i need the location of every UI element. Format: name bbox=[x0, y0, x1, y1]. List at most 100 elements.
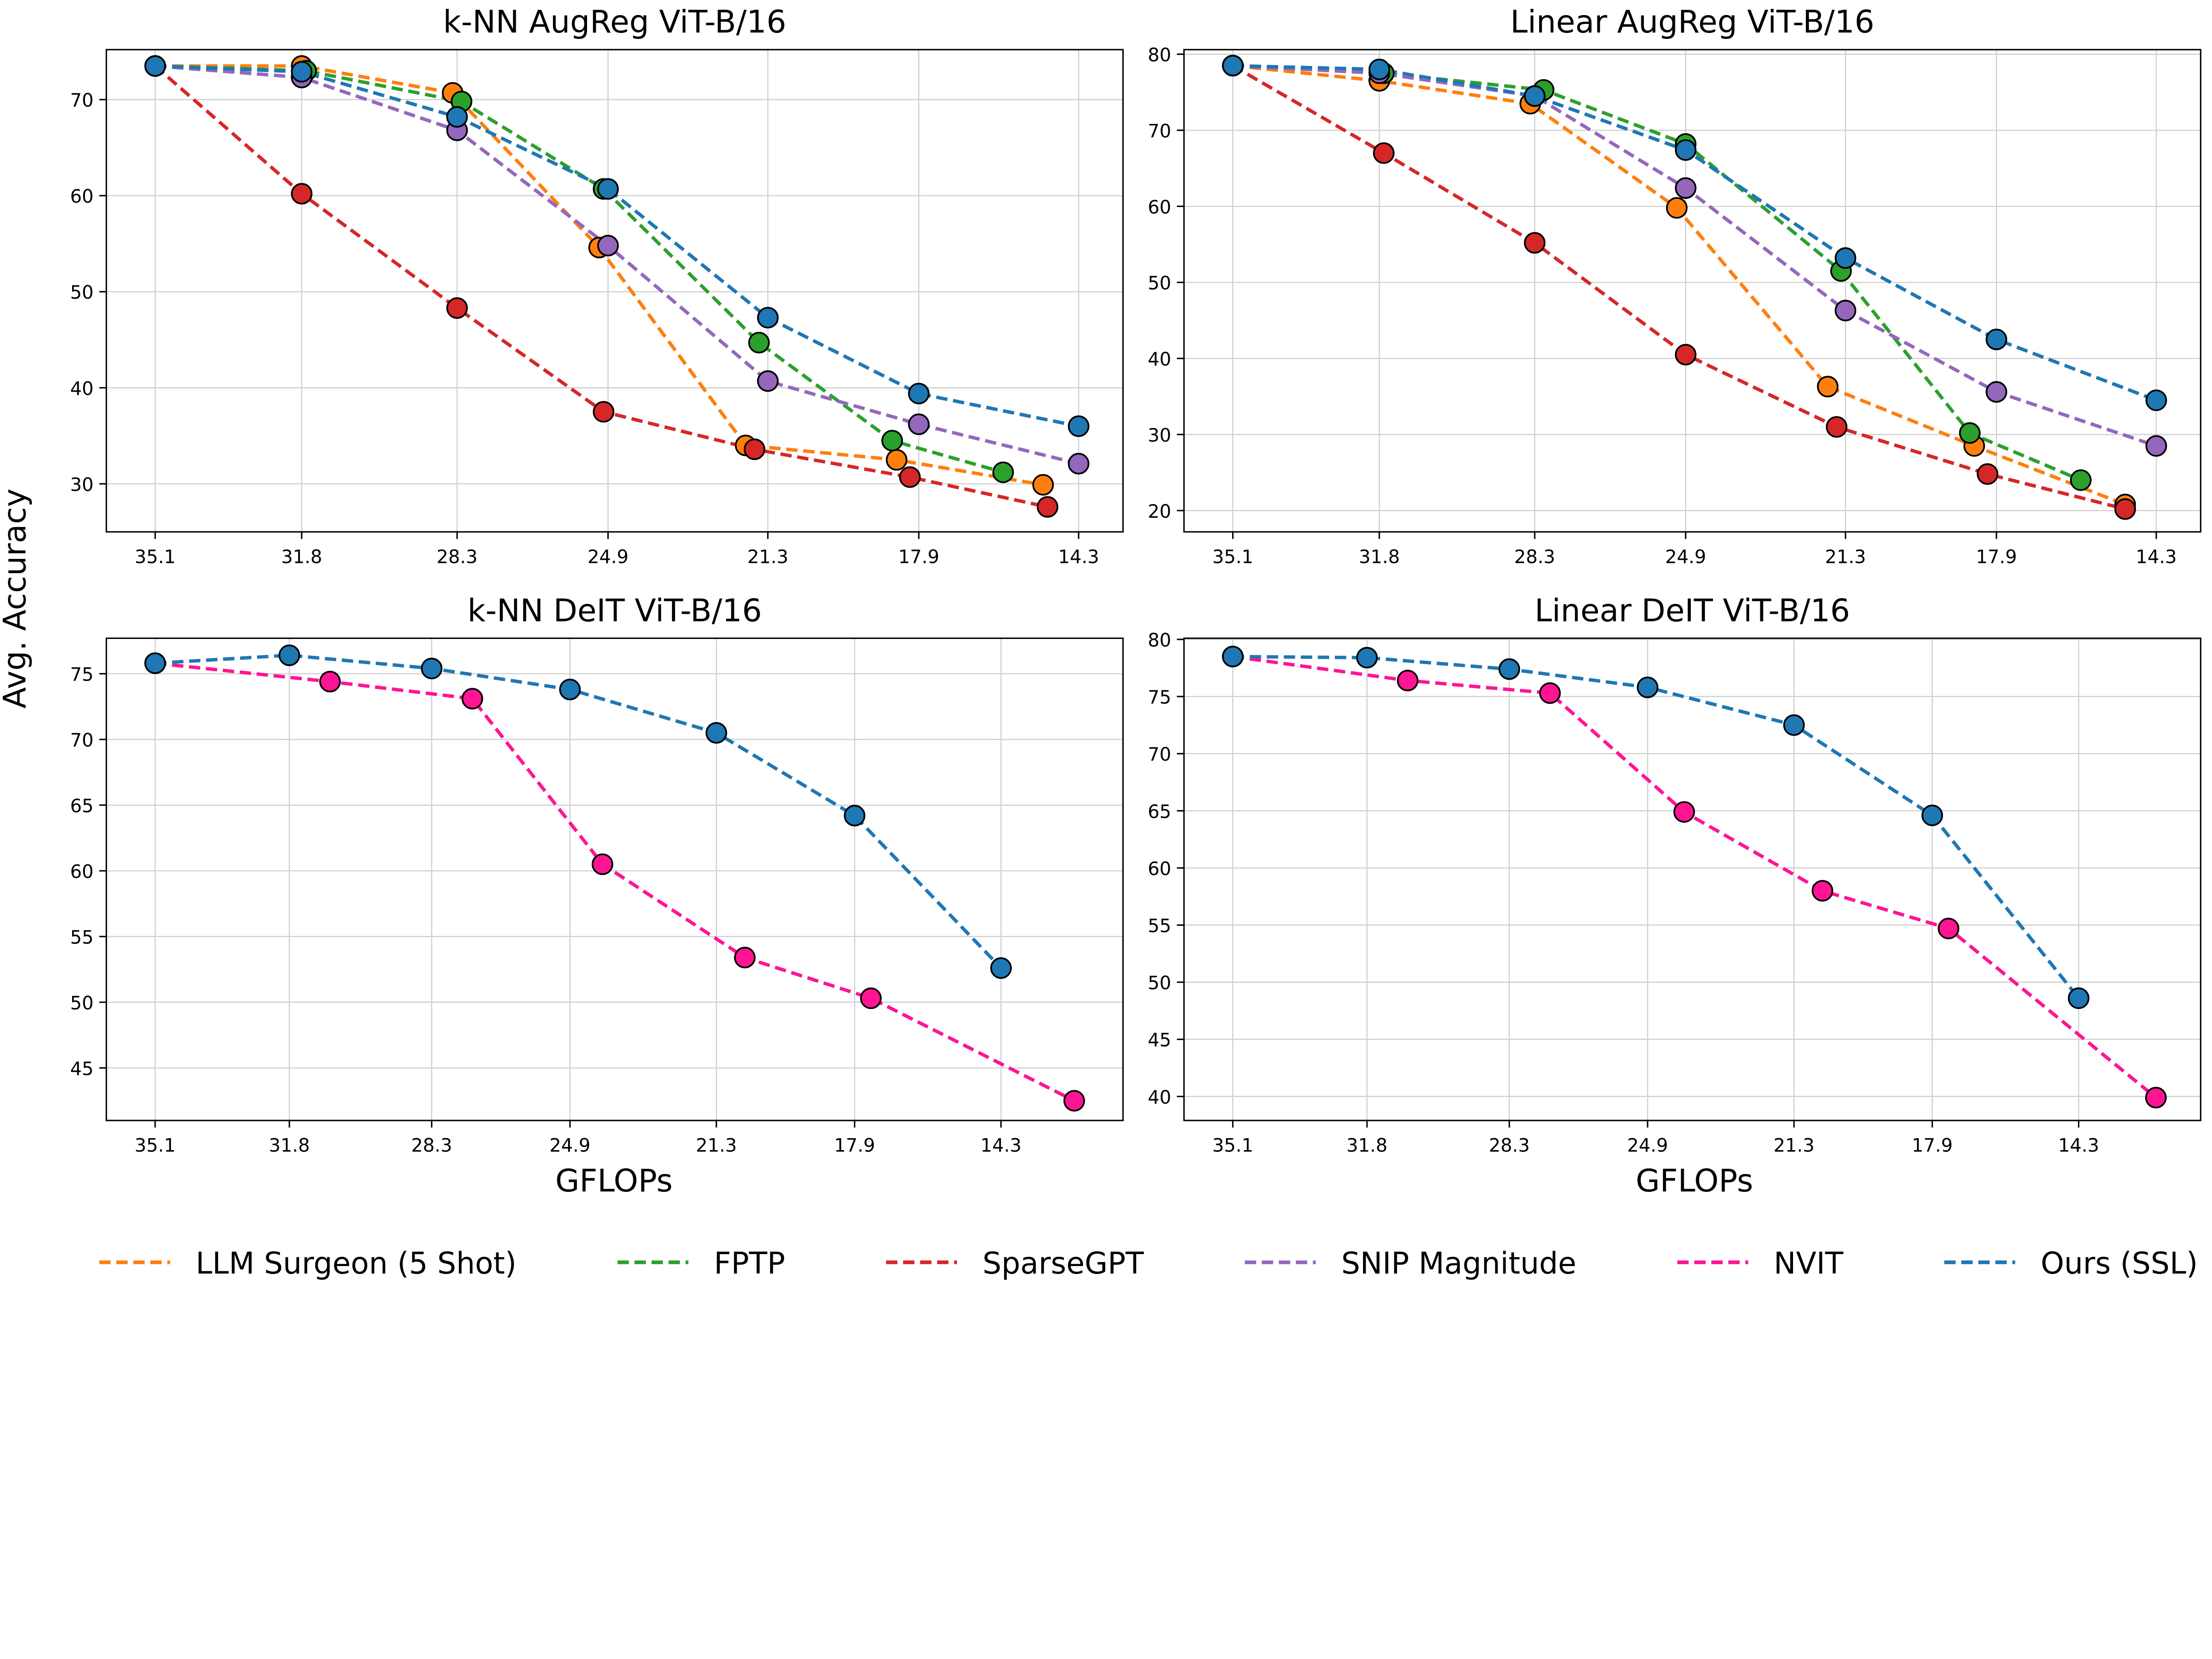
data-point bbox=[1373, 142, 1395, 164]
data-point bbox=[1673, 801, 1695, 823]
y-tick-label: 40 bbox=[1148, 348, 1171, 370]
x-tick-label: 35.1 bbox=[134, 546, 176, 567]
chart-title: Linear DeIT ViT-B/16 bbox=[1535, 593, 1850, 629]
chart-panel-3: 35.1 31.8 28.3 24.9 21.3 17.9 14.3 45 50 55 60 65 70… bbox=[70, 593, 1124, 1156]
data-point bbox=[1636, 676, 1659, 698]
data-point bbox=[1938, 917, 1959, 939]
series-line bbox=[1233, 654, 2157, 1099]
y-tick-label: 50 bbox=[1148, 972, 1171, 994]
y-tick-label: 30 bbox=[70, 473, 94, 495]
x-tick-label: 35.1 bbox=[1212, 1135, 1253, 1156]
legend-label: LLM Surgeon (5 Shot) bbox=[196, 1246, 516, 1281]
data-point bbox=[860, 987, 882, 1009]
y-tick-label: 60 bbox=[1148, 196, 1171, 218]
data-point bbox=[1368, 58, 1390, 81]
data-point bbox=[1674, 344, 1697, 366]
series-line bbox=[1233, 64, 2082, 482]
y-tick-label: 70 bbox=[70, 89, 94, 111]
x-tick-label: 17.9 bbox=[1976, 546, 2017, 567]
data-point bbox=[1037, 496, 1059, 518]
y-tick-label: 30 bbox=[1148, 424, 1171, 446]
x-axis-label-right: GFLOPs bbox=[1636, 1162, 1753, 1199]
data-point bbox=[446, 106, 468, 128]
x-tick-label: 14.3 bbox=[2058, 1135, 2099, 1156]
x-tick-label: 24.9 bbox=[588, 546, 629, 567]
legend-label: FPTP bbox=[714, 1246, 785, 1281]
data-point bbox=[886, 449, 908, 471]
data-point bbox=[1674, 139, 1697, 161]
x-axis-label-left: GFLOPs bbox=[555, 1162, 672, 1199]
data-point bbox=[421, 658, 443, 679]
data-point bbox=[592, 401, 614, 423]
data-point bbox=[1812, 880, 1833, 902]
y-tick-label: 60 bbox=[70, 861, 94, 882]
x-tick-label: 21.3 bbox=[1825, 546, 1866, 567]
data-point bbox=[1222, 54, 1244, 77]
data-point bbox=[1498, 658, 1521, 680]
data-point bbox=[1068, 453, 1090, 475]
series-line bbox=[155, 653, 1002, 970]
data-point bbox=[908, 413, 930, 435]
data-point bbox=[1524, 232, 1546, 254]
x-tick-label: 31.8 bbox=[1359, 546, 1400, 567]
data-point bbox=[1835, 247, 1856, 269]
y-tick-label: 80 bbox=[1148, 629, 1171, 651]
axes-frame bbox=[1183, 637, 2201, 1121]
data-point bbox=[992, 461, 1014, 483]
chart-title: k-NN AugReg ViT-B/16 bbox=[443, 4, 787, 40]
data-point bbox=[2145, 389, 2167, 411]
y-tick-label: 40 bbox=[70, 377, 94, 399]
y-tick-label: 50 bbox=[1148, 272, 1171, 294]
data-point bbox=[757, 370, 779, 392]
data-point bbox=[446, 297, 468, 319]
y-tick-label: 65 bbox=[1148, 801, 1171, 822]
data-point bbox=[461, 688, 484, 710]
data-point bbox=[597, 178, 619, 200]
data-point bbox=[899, 466, 921, 488]
series-line bbox=[155, 661, 1075, 1102]
data-point bbox=[1063, 1090, 1085, 1112]
x-tick-label: 28.3 bbox=[437, 546, 478, 567]
data-point bbox=[1817, 376, 1839, 397]
legend-entry: SNIP Magnitude bbox=[1244, 1246, 1576, 1281]
data-point bbox=[748, 331, 770, 354]
x-tick-label: 21.3 bbox=[1774, 1135, 1815, 1156]
y-tick-label: 75 bbox=[1148, 686, 1171, 708]
data-point bbox=[1921, 804, 1943, 826]
data-point bbox=[990, 957, 1012, 979]
x-tick-label: 14.3 bbox=[2136, 546, 2177, 567]
legend-label: SparseGPT bbox=[983, 1246, 1144, 1281]
x-tick-label: 31.8 bbox=[269, 1135, 310, 1156]
chart-title: k-NN DeIT ViT-B/16 bbox=[468, 593, 762, 629]
data-point bbox=[144, 55, 166, 77]
series-line bbox=[155, 64, 1079, 466]
legend-entry: FPTP bbox=[617, 1246, 785, 1281]
data-point bbox=[291, 61, 313, 83]
x-tick-label: 24.9 bbox=[1627, 1135, 1668, 1156]
x-tick-label: 35.1 bbox=[134, 1135, 176, 1156]
y-tick-label: 70 bbox=[70, 729, 94, 751]
data-point bbox=[1356, 647, 1378, 669]
y-tick-label: 45 bbox=[1148, 1029, 1171, 1051]
x-tick-label: 24.9 bbox=[549, 1135, 591, 1156]
data-point bbox=[1068, 415, 1090, 437]
series-line bbox=[1233, 64, 2157, 448]
data-point bbox=[591, 853, 614, 875]
data-point bbox=[144, 652, 166, 674]
legend: LLM Surgeon (5 Shot) FPTP SparseGPT SNIP Ma… bbox=[99, 1246, 2198, 1281]
data-point bbox=[1985, 328, 2008, 350]
data-point bbox=[844, 804, 866, 827]
data-point bbox=[705, 722, 727, 744]
x-tick-label: 21.3 bbox=[747, 546, 788, 567]
data-point bbox=[2145, 1087, 2167, 1109]
figure: 35.1 31.8 28.3 24.9 21.3 17.9 14.3 30 40 50 60 70 k-… bbox=[0, 4, 2201, 1281]
legend-label: NVIT bbox=[1774, 1246, 1843, 1281]
data-point bbox=[908, 382, 930, 404]
y-tick-label: 40 bbox=[1148, 1086, 1171, 1108]
axes-frame bbox=[105, 637, 1124, 1121]
data-point bbox=[1959, 422, 1981, 444]
axes-frame bbox=[1183, 49, 2201, 533]
data-point bbox=[1397, 670, 1419, 692]
legend-entry: Ours (SSL) bbox=[1944, 1246, 2198, 1281]
legend-entry: SparseGPT bbox=[886, 1246, 1144, 1281]
